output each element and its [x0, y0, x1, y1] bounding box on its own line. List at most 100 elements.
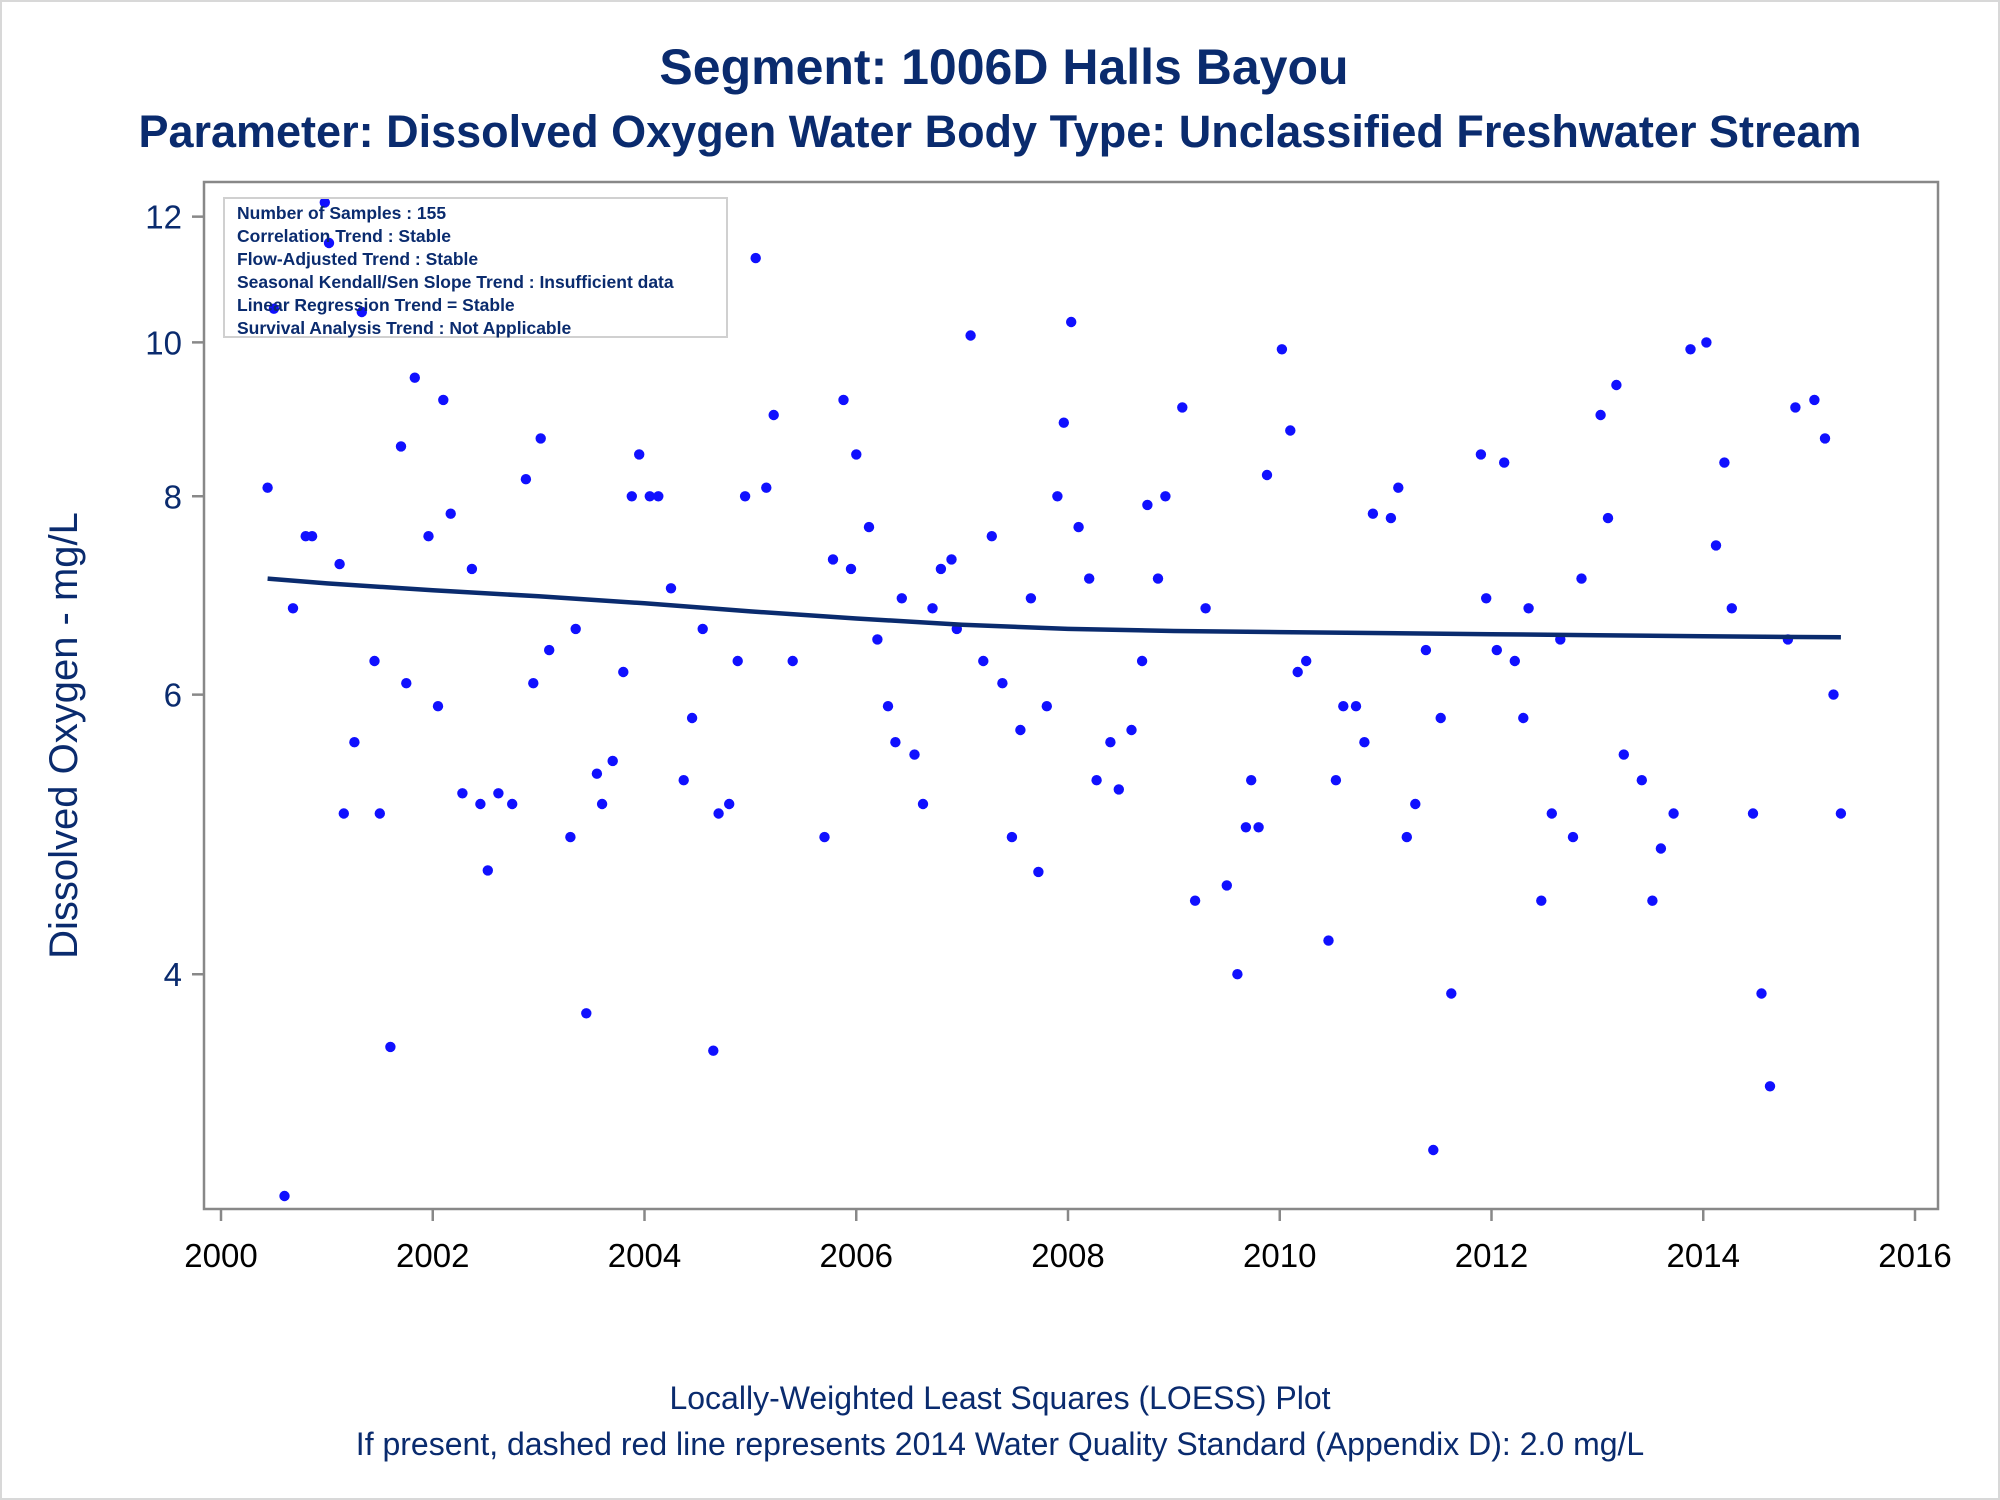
data-point — [395, 441, 407, 452]
data-point — [1253, 822, 1264, 833]
y-tick-label: 8 — [164, 478, 182, 515]
data-point — [334, 558, 345, 570]
data-point — [1006, 831, 1018, 843]
data-point — [1611, 379, 1622, 391]
loess-curve-layer — [267, 576, 1841, 640]
data-point — [520, 474, 532, 485]
axes: 2000 2002 2004 2006 2008 2010 2012 2014 2016 4 6 8 1… — [42, 180, 1952, 1274]
data-point — [863, 521, 875, 533]
data-point — [1105, 737, 1116, 748]
data-point — [356, 306, 367, 318]
x-tick-label: 2002 — [396, 1237, 469, 1274]
data-point — [528, 678, 539, 689]
data-point — [438, 394, 449, 406]
data-point — [978, 655, 989, 667]
data-point — [1475, 449, 1487, 460]
data-point — [1200, 603, 1211, 614]
data-point — [724, 798, 735, 810]
data-point — [1359, 737, 1370, 748]
data-point — [678, 775, 689, 786]
data-point — [708, 1045, 719, 1056]
data-point — [565, 831, 576, 843]
data-point — [1420, 644, 1432, 656]
chart-subtitle: Parameter: Dissolved Oxygen Water Body T… — [138, 106, 1862, 157]
data-point — [319, 197, 330, 208]
data-points — [262, 197, 1847, 1202]
x-tick-label: 2004 — [608, 1237, 681, 1274]
data-point — [1015, 724, 1026, 736]
x-tick-label: 2000 — [184, 1237, 257, 1274]
data-point — [1509, 655, 1521, 667]
data-point — [349, 737, 360, 748]
data-point — [1668, 808, 1679, 819]
x-tick-label: 2008 — [1031, 1237, 1104, 1274]
data-point — [1367, 508, 1379, 519]
data-point — [262, 482, 273, 493]
data-point — [1567, 831, 1579, 843]
data-point — [1719, 457, 1730, 468]
data-point — [1835, 808, 1847, 819]
data-point — [997, 678, 1008, 689]
data-point — [845, 563, 857, 575]
data-point — [686, 712, 698, 724]
stat-correlation-trend: Correlation Trend : Stable — [237, 226, 451, 246]
data-point — [882, 701, 894, 712]
data-point — [544, 644, 555, 656]
loess-line — [267, 576, 1841, 640]
data-point — [1491, 644, 1503, 656]
data-point — [1221, 880, 1233, 891]
data-point — [570, 623, 581, 635]
data-point — [607, 755, 618, 767]
x-tick-label: 2006 — [820, 1237, 893, 1274]
data-point — [917, 798, 929, 810]
data-point — [1126, 724, 1137, 736]
data-point — [1410, 798, 1421, 810]
data-point — [644, 491, 655, 502]
data-point — [1323, 935, 1334, 946]
data-point — [626, 491, 637, 502]
data-point — [1618, 749, 1630, 760]
data-point — [851, 449, 862, 460]
data-point — [618, 666, 629, 678]
data-point — [697, 623, 708, 635]
data-point — [1261, 469, 1273, 481]
data-point — [909, 749, 920, 760]
data-point — [1655, 843, 1667, 854]
data-point — [946, 554, 957, 565]
data-point — [466, 563, 478, 575]
y-tick-label: 10 — [145, 324, 182, 361]
data-point — [1292, 666, 1303, 678]
data-point — [1240, 822, 1252, 833]
data-point — [1710, 540, 1722, 551]
data-point — [1435, 712, 1446, 724]
data-point — [493, 788, 504, 799]
data-point — [385, 1041, 396, 1053]
data-point — [306, 531, 318, 542]
stat-survival-analysis-trend: Survival Analysis Trend : Not Applicable — [237, 318, 572, 338]
data-point — [732, 655, 743, 667]
statistics-box: Number of Samples : 155 Correlation Tren… — [223, 197, 728, 338]
data-point — [1052, 491, 1063, 502]
data-point — [1177, 402, 1188, 413]
data-point — [1246, 775, 1257, 786]
stat-flow-adjusted-trend: Flow-Adjusted Trend : Stable — [237, 249, 479, 269]
data-point — [768, 409, 779, 421]
data-point — [1091, 775, 1102, 786]
data-point — [761, 482, 772, 493]
data-point — [374, 808, 385, 819]
data-point — [838, 394, 849, 406]
data-point — [665, 583, 677, 594]
data-point — [1726, 603, 1738, 614]
stat-sample-count: Number of Samples : 155 — [237, 203, 447, 223]
data-point — [445, 508, 456, 519]
data-point — [279, 1190, 290, 1202]
data-point — [1041, 701, 1053, 712]
data-point — [1025, 593, 1037, 604]
stat-linear-regression-trend: Linear Regression Trend = Stable — [237, 295, 515, 315]
data-point — [1276, 344, 1288, 355]
data-point — [1428, 1144, 1439, 1156]
data-point — [482, 865, 493, 876]
data-point — [1401, 831, 1413, 843]
data-point — [596, 798, 608, 810]
